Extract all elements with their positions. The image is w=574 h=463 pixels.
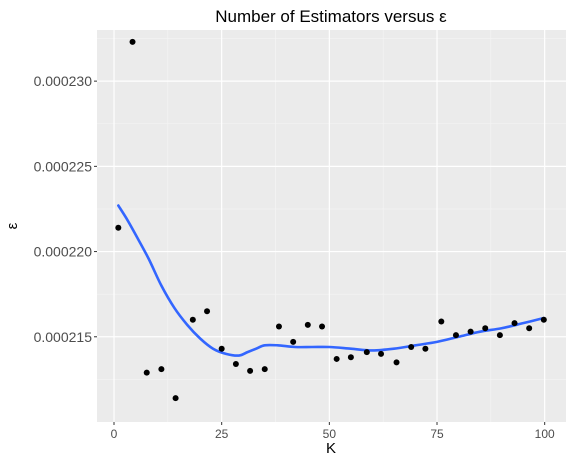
data-point [378,350,385,357]
y-tick-label: 0.000225 [34,158,93,174]
data-point [540,316,547,323]
major-gridlines [97,30,566,422]
data-point [511,320,518,327]
x-tick-label: 100 [535,427,555,441]
data-point [129,38,136,45]
data-point [247,367,254,374]
x-tick-label: 75 [430,427,444,441]
data-point [204,308,211,315]
data-point [482,325,489,332]
points-group [115,38,547,402]
chart-title: Number of Estimators versus ε [215,7,447,26]
y-axis-title: ε [4,222,21,229]
data-point [438,318,445,325]
x-axis-ticks: 0 25 50 75 100 [111,422,555,441]
data-point [422,345,429,352]
x-tick-label: 25 [215,427,229,441]
smooth-curve-group [117,204,546,357]
data-point [115,224,122,231]
data-point [496,332,503,339]
data-point [467,328,474,335]
data-point [158,366,165,373]
data-point [304,321,311,328]
x-tick-label: 0 [111,427,118,441]
data-point [172,395,179,402]
smooth-line [117,204,546,357]
y-tick-label: 0.000220 [34,244,93,260]
data-point [218,345,225,352]
plot-panel [97,30,566,422]
data-point [319,323,326,330]
data-point [261,366,268,373]
data-point [143,369,150,376]
y-tick-label: 0.000215 [34,329,93,345]
data-point [290,338,297,345]
data-point [189,316,196,323]
data-point [393,359,400,366]
data-point [275,323,282,330]
minor-gridlines [97,30,566,422]
data-point [452,332,459,339]
y-axis-ticks: 0.000215 0.000220 0.000225 0.000230 [34,73,97,345]
data-point [347,354,354,361]
x-tick-label: 50 [323,427,337,441]
data-point [333,355,340,362]
data-point [232,361,239,368]
data-point [526,325,533,332]
y-tick-label: 0.000230 [34,73,93,89]
data-point [363,349,370,356]
data-point [408,344,415,351]
x-axis-title: K [326,440,336,457]
